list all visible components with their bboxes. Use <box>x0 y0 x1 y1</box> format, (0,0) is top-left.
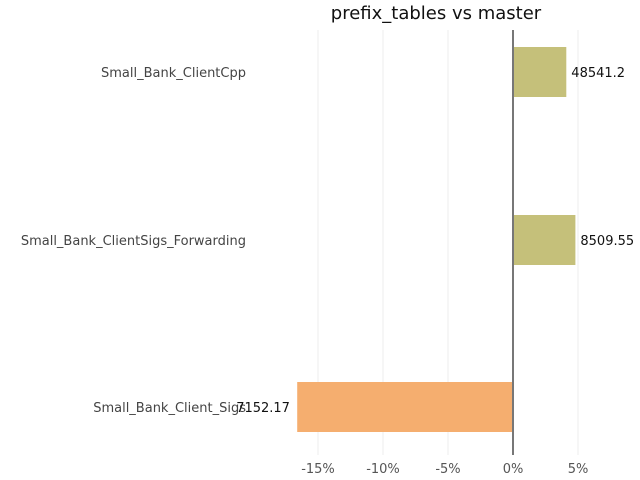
bar <box>513 47 567 97</box>
x-tick-label: -5% <box>435 462 460 477</box>
labels: -15% -10% -5% 0% 5% Small_Bank_ClientCpp 48541… <box>21 66 634 477</box>
data-label: 48541.2 <box>571 66 625 81</box>
x-tick-label: -10% <box>366 462 400 477</box>
x-tick-label: -15% <box>301 462 335 477</box>
x-tick-label: 5% <box>568 462 589 477</box>
chart-title: prefix_tables vs master <box>331 3 542 24</box>
bar <box>297 382 513 432</box>
data-label: 8509.55 <box>580 234 634 249</box>
category-label: Small_Bank_ClientCpp <box>101 66 246 81</box>
x-tick-label: 0% <box>503 462 524 477</box>
category-label: Small_Bank_Client_Sigs <box>93 401 246 416</box>
category-label: Small_Bank_ClientSigs_Forwarding <box>21 234 246 249</box>
data-label: 7152.17 <box>236 401 290 416</box>
bar <box>513 215 576 265</box>
bars <box>297 47 576 432</box>
